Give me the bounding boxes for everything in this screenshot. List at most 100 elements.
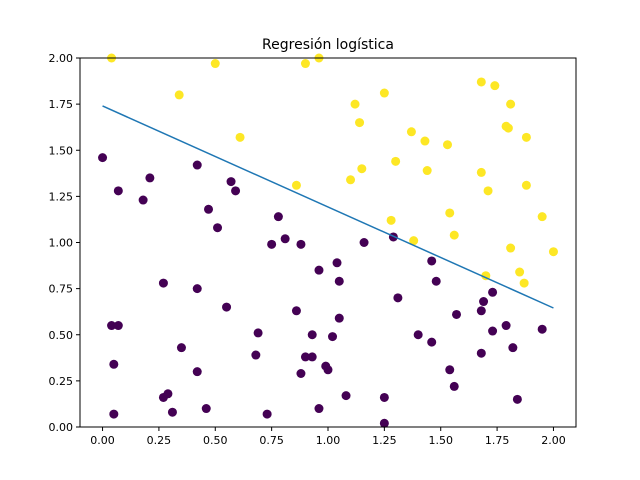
scatter-point-class-0 xyxy=(332,258,342,268)
scatter-point-class-1 xyxy=(391,156,401,166)
scatter-point-class-0 xyxy=(107,321,117,331)
scatter-point-class-0 xyxy=(334,313,344,323)
scatter-point-class-0 xyxy=(204,204,214,214)
x-tick-label: 0.25 xyxy=(147,434,172,447)
scatter-point-class-0 xyxy=(341,391,351,401)
scatter-point-class-1 xyxy=(476,167,486,177)
scatter-point-class-0 xyxy=(109,359,119,369)
scatter-point-class-1 xyxy=(548,247,558,257)
x-tick-label: 1.00 xyxy=(316,434,341,447)
scatter-point-class-0 xyxy=(359,238,369,247)
scatter-point-class-0 xyxy=(328,332,338,342)
scatter-point-class-0 xyxy=(167,407,177,417)
scatter-point-class-0 xyxy=(501,321,511,331)
scatter-point-class-1 xyxy=(476,77,486,87)
scatter-point-class-0 xyxy=(98,153,108,163)
scatter-point-class-0 xyxy=(163,389,173,399)
x-axis: 0.00 0.25 0.50 0.75 1.00 1.25 1.50 1.75 2.00 xyxy=(90,427,566,447)
scatter-point-class-1 xyxy=(503,123,513,133)
scatter-point-class-1 xyxy=(350,99,360,109)
scatter-point-class-1 xyxy=(379,88,389,98)
scatter-point-class-0 xyxy=(113,321,123,331)
scatter-point-class-0 xyxy=(413,330,423,340)
scatter-point-class-0 xyxy=(307,352,317,362)
scatter-point-class-0 xyxy=(145,173,155,183)
scatter-point-class-0 xyxy=(427,337,437,347)
scatter-point-class-0 xyxy=(393,293,403,303)
scatter-point-class-1 xyxy=(357,164,367,174)
scatter-point-class-1 xyxy=(521,132,531,142)
x-tick-label: 1.75 xyxy=(485,434,510,447)
scatter-point-class-0 xyxy=(323,365,333,375)
x-tick-label: 0.00 xyxy=(90,434,115,447)
scatter-point-class-1 xyxy=(449,230,459,240)
scatter-point-class-0 xyxy=(192,367,202,377)
scatter-point-class-0 xyxy=(213,223,223,233)
scatter-point-class-0 xyxy=(192,284,202,294)
y-axis: 0.00 0.25 0.50 0.75 1.00 1.25 1.50 1.75 2.00 xyxy=(49,52,80,434)
scatter-point-class-1 xyxy=(506,99,516,109)
scatter-point-class-0 xyxy=(291,306,301,316)
scatter-point-class-0 xyxy=(251,350,261,360)
scatter-point-class-0 xyxy=(431,276,441,286)
scatter-point-class-1 xyxy=(291,180,301,190)
y-tick-label: 0.25 xyxy=(49,375,74,388)
scatter-point-class-0 xyxy=(314,265,324,275)
scatter-point-class-0 xyxy=(537,324,547,334)
scatter-point-class-0 xyxy=(201,404,211,414)
scatter-point-class-0 xyxy=(176,343,186,353)
scatter-point-class-0 xyxy=(476,306,486,316)
scatter-point-class-1 xyxy=(420,136,430,146)
scatter-point-class-1 xyxy=(300,59,310,69)
scatter-point-class-0 xyxy=(138,195,148,205)
scatter-point-class-0 xyxy=(445,365,455,375)
scatter-point-class-1 xyxy=(174,90,184,100)
scatter-point-class-0 xyxy=(307,330,317,340)
scatter-point-class-0 xyxy=(379,392,389,402)
y-tick-label: 2.00 xyxy=(49,52,74,65)
scatter-point-class-1 xyxy=(515,267,525,277)
scatter-point-class-1 xyxy=(210,59,220,69)
scatter-point-class-1 xyxy=(422,166,432,176)
y-tick-label: 1.50 xyxy=(49,144,74,157)
scatter-point-class-0 xyxy=(267,239,277,249)
x-tick-label: 1.50 xyxy=(428,434,453,447)
scatter-point-class-0 xyxy=(296,369,306,378)
scatter-point-class-1 xyxy=(506,243,516,253)
y-tick-label: 1.25 xyxy=(49,190,74,203)
scatter-point-class-0 xyxy=(226,177,236,187)
scatter-point-class-0 xyxy=(488,326,498,336)
scatter-point-class-0 xyxy=(449,381,459,391)
y-tick-label: 1.00 xyxy=(49,237,74,250)
plot-area xyxy=(98,53,558,428)
scatter-point-class-0 xyxy=(262,409,272,419)
y-tick-label: 1.75 xyxy=(49,98,74,111)
chart-title: Regresión logística xyxy=(262,37,394,53)
decision-boundary-line xyxy=(102,105,554,309)
x-tick-label: 1.25 xyxy=(372,434,397,447)
scatter-point-class-1 xyxy=(409,236,419,246)
y-tick-label: 0.00 xyxy=(49,421,74,434)
scatter-point-class-0 xyxy=(192,160,202,170)
scatter-point-class-0 xyxy=(452,309,462,319)
scatter-point-class-0 xyxy=(488,287,498,297)
x-tick-label: 2.00 xyxy=(541,434,566,447)
scatter-point-class-0 xyxy=(334,276,344,286)
scatter-point-class-1 xyxy=(406,127,416,137)
scatter-point-class-0 xyxy=(476,348,486,358)
scatter-point-class-1 xyxy=(235,132,245,142)
scatter-point-class-1 xyxy=(346,175,356,185)
scatter-point-class-0 xyxy=(379,418,389,428)
y-tick-label: 0.50 xyxy=(49,329,74,342)
scatter-point-class-1 xyxy=(445,208,455,218)
scatter-point-class-0 xyxy=(427,256,437,266)
scatter-point-class-1 xyxy=(521,180,531,190)
scatter-point-class-1 xyxy=(483,186,493,196)
scatter-point-class-0 xyxy=(300,352,310,362)
scatter-point-class-0 xyxy=(253,328,263,338)
x-tick-label: 0.50 xyxy=(203,434,228,447)
scatter-point-class-1 xyxy=(537,212,547,222)
scatter-point-class-0 xyxy=(280,234,290,244)
